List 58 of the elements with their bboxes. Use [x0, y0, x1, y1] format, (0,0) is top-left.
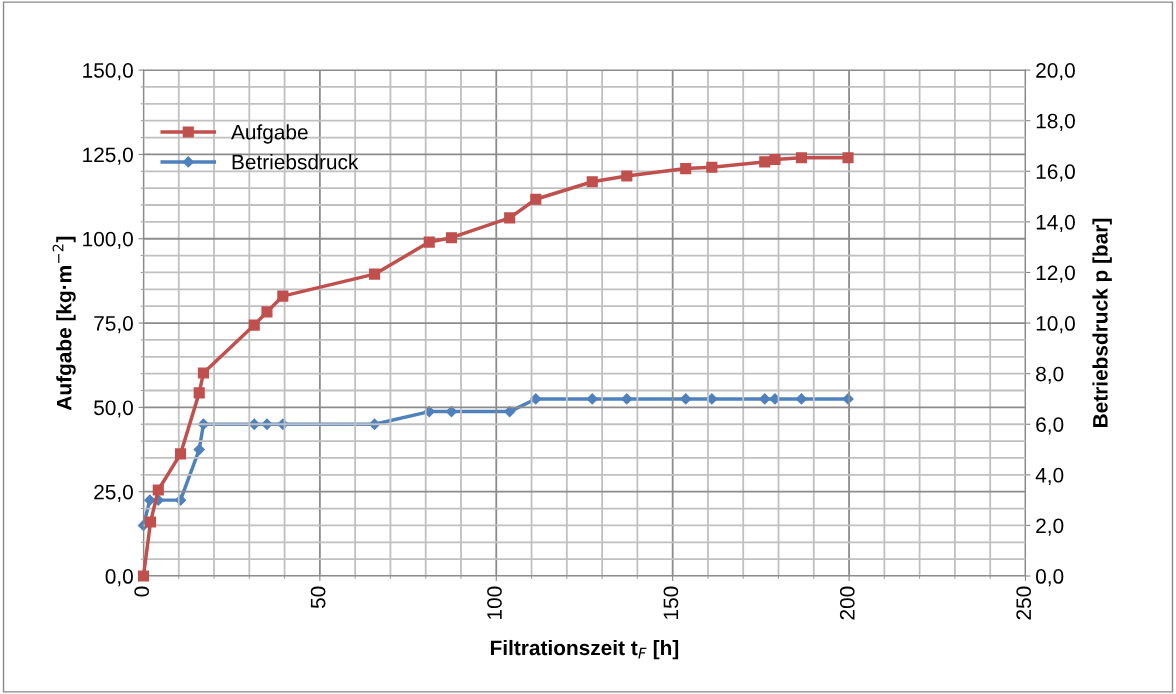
point: [769, 153, 781, 166]
y2-axis-title: Betriebsdruck p [bar]: [1092, 218, 1112, 427]
point: [504, 405, 516, 418]
y-tick-label: 0,0: [105, 569, 133, 587]
y2-tick-label: 0,0: [1036, 569, 1064, 587]
y-tick-label: 100,0: [83, 231, 133, 249]
point: [193, 443, 205, 456]
point: [197, 367, 210, 379]
point: [174, 448, 187, 460]
point: [152, 484, 164, 496]
point: [248, 319, 260, 331]
point: [706, 161, 718, 173]
point: [586, 176, 598, 188]
y2-tick-label: 6,0: [1036, 417, 1064, 435]
point: [759, 393, 771, 405]
x-tick-label: 100: [487, 586, 502, 619]
x-tick-label: 150: [663, 586, 679, 619]
point: [795, 152, 808, 164]
point: [759, 156, 771, 168]
point: [842, 152, 854, 164]
point: [445, 232, 458, 244]
point: [680, 163, 692, 175]
x-tick-label: 0: [134, 586, 150, 597]
x-axis-title: Filtrationszeit t$_{F}$ [h]: [490, 639, 679, 660]
y2-tick-label: 8,0: [1036, 366, 1064, 384]
x-tick-label: 50: [310, 586, 326, 609]
point: [277, 290, 289, 302]
point: [504, 212, 516, 224]
y2-tick-label: 12,0: [1036, 265, 1075, 283]
y-tick-label: 75,0: [94, 316, 133, 334]
y2-tick-label: 20,0: [1036, 63, 1075, 81]
point: [530, 393, 542, 405]
point: [621, 170, 633, 182]
point: [137, 570, 150, 582]
y-tick-label: 150,0: [83, 63, 133, 81]
point: [530, 193, 542, 205]
y2-tick-label: 4,0: [1035, 467, 1064, 486]
legend-label: Betriebsdruck: [232, 154, 359, 170]
x-tick-label: 250: [1016, 586, 1032, 620]
point: [193, 387, 205, 399]
point: [680, 393, 692, 405]
point: [586, 393, 598, 405]
point: [368, 268, 381, 280]
y2-tick-label: 2,0: [1036, 518, 1064, 536]
y-axis-title: Aufgabe [kg·m$^{−2}$]: [52, 236, 76, 411]
point: [144, 516, 157, 528]
y2-tick-label: 14,0: [1036, 214, 1075, 233]
y-tick-label: 125,0: [83, 147, 133, 165]
point: [423, 236, 435, 248]
legend-label: Aufgabe: [231, 124, 308, 144]
point: [261, 306, 273, 318]
point: [621, 393, 633, 405]
y2-tick-label: 16,0: [1036, 164, 1075, 182]
x-tick-label: 200: [839, 586, 855, 620]
y-tick-label: 50,0: [94, 400, 133, 418]
y2-tick-label: 18,0: [1036, 113, 1075, 131]
y-tick-label: 25,0: [94, 484, 133, 502]
y2-tick-label: 10,0: [1036, 316, 1075, 334]
